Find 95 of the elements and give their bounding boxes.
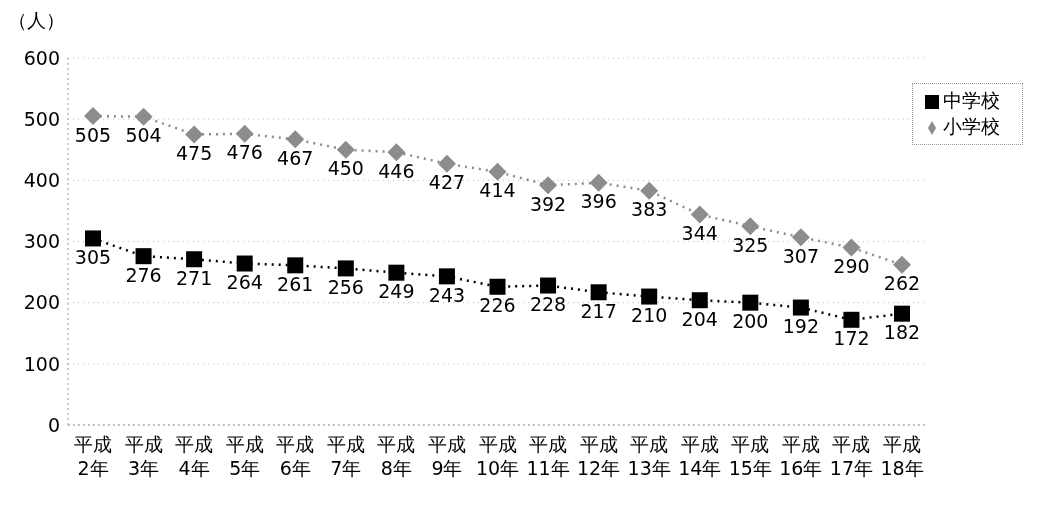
point — [286, 130, 305, 149]
point — [134, 107, 153, 126]
data-label: 262 — [883, 272, 921, 295]
data-label: 243 — [428, 283, 466, 306]
point — [792, 299, 809, 316]
point — [287, 257, 304, 274]
data-label: 305 — [74, 245, 112, 268]
x-tick-label: 平成 5年 — [225, 433, 264, 479]
data-label: 450 — [327, 157, 364, 180]
data-label: 307 — [782, 244, 820, 267]
data-label: 383 — [631, 198, 668, 221]
x-tick-label: 平成 17年 — [829, 433, 874, 479]
data-label: 204 — [681, 307, 718, 330]
point — [589, 173, 608, 192]
data-label: 392 — [529, 192, 567, 215]
point — [135, 248, 152, 265]
data-label: 192 — [782, 315, 820, 338]
data-label: 226 — [479, 294, 516, 317]
y-tick-label: 100 — [23, 352, 60, 375]
y-tick-label: 500 — [23, 107, 60, 130]
data-label: 256 — [327, 275, 364, 298]
x-tick-label: 平成 12年 — [577, 433, 621, 479]
point — [742, 294, 759, 311]
x-tick-label: 平成 7年 — [326, 433, 365, 479]
point — [438, 268, 455, 285]
data-label: 210 — [631, 304, 668, 327]
x-tick-label: 平成 11年 — [526, 433, 570, 479]
point — [387, 143, 406, 162]
data-label: 396 — [580, 190, 617, 213]
data-label: 475 — [175, 141, 213, 164]
y-tick-label: 0 — [47, 413, 60, 436]
data-label: 276 — [125, 263, 162, 286]
data-label: 476 — [226, 141, 263, 164]
x-tick-label: 平成 13年 — [627, 433, 671, 479]
point — [85, 230, 101, 247]
data-label: 505 — [74, 123, 112, 146]
x-tick-label: 平成 14年 — [678, 433, 722, 479]
point — [690, 205, 709, 224]
point — [843, 311, 860, 328]
data-label: 217 — [580, 299, 617, 322]
data-label: 264 — [226, 271, 263, 294]
point — [691, 292, 708, 309]
data-label: 427 — [428, 171, 466, 194]
point — [186, 251, 203, 268]
data-label: 414 — [479, 179, 516, 202]
point — [590, 284, 607, 301]
y-axis-title: （人） — [8, 8, 65, 33]
data-label: 446 — [378, 159, 415, 182]
x-tick-label: 平成 15年 — [728, 433, 772, 479]
data-label: 325 — [732, 233, 769, 256]
data-label: 228 — [529, 293, 567, 316]
point — [842, 238, 861, 257]
y-tick-label: 600 — [23, 46, 60, 69]
y-tick-label: 300 — [23, 230, 60, 253]
point — [84, 107, 102, 126]
point — [791, 228, 810, 247]
point — [489, 278, 506, 295]
data-label: 249 — [378, 280, 415, 303]
y-tick-label: 400 — [23, 169, 60, 192]
data-label: 467 — [277, 146, 314, 169]
x-tick-label: 平成 10年 — [475, 433, 520, 479]
legend-label: 中学校 — [943, 89, 1000, 111]
x-tick-label: 平成 6年 — [276, 433, 315, 479]
x-tick-label: 平成 16年 — [779, 433, 823, 479]
x-tick-label: 平成 9年 — [427, 433, 466, 479]
data-label: 182 — [883, 321, 921, 344]
data-label: 271 — [175, 266, 213, 289]
point — [488, 162, 507, 181]
x-tick-label: 平成 3年 — [124, 433, 163, 479]
point — [641, 288, 658, 305]
point — [336, 140, 355, 159]
x-tick-label: 平成 2年 — [74, 433, 112, 479]
x-tick-label: 平成 4年 — [175, 433, 214, 479]
point — [893, 255, 911, 274]
point — [540, 277, 557, 294]
data-label: 172 — [833, 327, 870, 350]
point — [337, 260, 354, 277]
y-tick-label: 200 — [23, 291, 60, 314]
point — [235, 124, 254, 143]
x-tick-label: 平成 18年 — [880, 433, 924, 479]
data-label: 344 — [681, 222, 718, 245]
legend-label: 小学校 — [943, 115, 1000, 137]
point — [741, 217, 760, 236]
point — [185, 125, 204, 144]
data-label: 200 — [732, 310, 769, 333]
point — [388, 264, 405, 281]
x-tick-label: 平成 8年 — [377, 433, 416, 479]
point — [236, 255, 253, 272]
data-label: 261 — [277, 272, 314, 295]
point — [640, 181, 659, 200]
data-label: 504 — [125, 124, 162, 147]
point — [437, 154, 456, 173]
point — [894, 305, 910, 322]
point — [539, 176, 558, 195]
data-label: 290 — [833, 255, 870, 278]
